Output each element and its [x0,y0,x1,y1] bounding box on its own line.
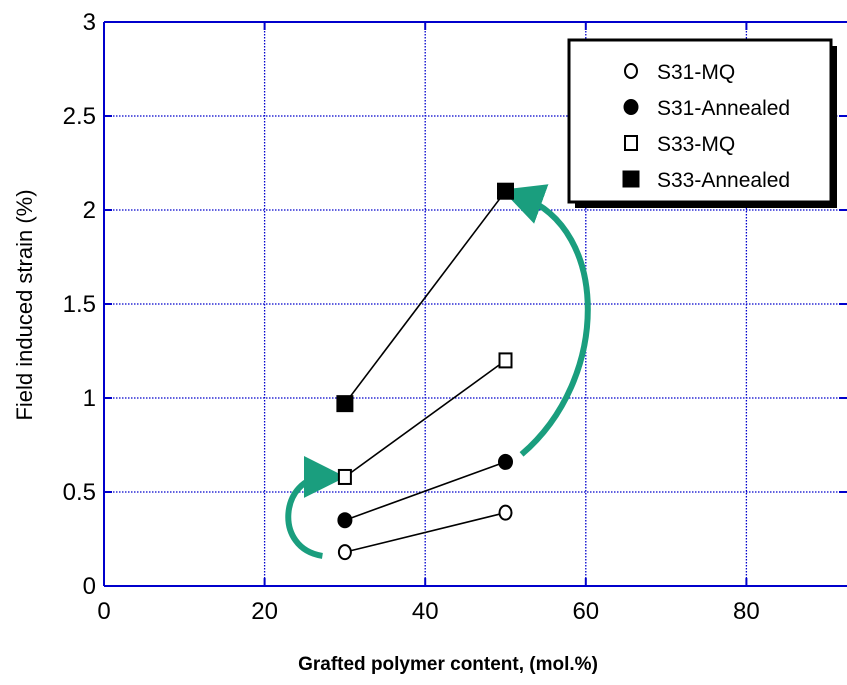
data-point [336,395,354,413]
series-s31-annealed [337,453,513,529]
series-s33-annealed [336,182,514,413]
legend: S31-MQ S31-Annealed S33-MQ S33-Annealed [567,38,837,208]
series-line [344,190,507,405]
y-tick-label: 0.5 [63,479,96,506]
x-tick-label: 20 [251,598,278,625]
data-point [624,135,638,151]
x-tick-label: 0 [97,598,110,625]
legend-label: S31-MQ [657,61,735,84]
legend-label: S33-MQ [657,133,735,156]
series-line [344,511,506,553]
data-point [497,182,514,200]
x-tick-label: 80 [733,598,760,625]
legend-box [567,38,833,204]
y-tick-label: 2.5 [63,103,96,130]
x-tick-label: 60 [572,598,599,625]
data-point [622,170,640,188]
legend-label: S33-Annealed [657,169,790,192]
y-tick-label: 0 [83,573,96,600]
y-tick-label: 1 [83,385,96,412]
series [336,182,514,561]
data-point [623,99,639,115]
data-point [337,544,352,561]
arrows [285,184,591,559]
y-tick-label: 2 [83,197,96,224]
data-point [337,468,352,485]
y-tick-label: 3 [83,9,96,36]
series-s31-mq [337,504,513,561]
series-line [344,359,506,478]
tick-labels: 00.511.522.5302040608010 [63,9,760,625]
series-line [344,461,506,521]
y-tick-label: 1.5 [63,291,96,318]
arrow-mq-to-annealed [285,455,346,559]
arrow-annealed-to-mq [501,184,591,457]
x-tick-label: 40 [412,598,439,625]
legend-label: S31-Annealed [657,97,790,120]
y-axis-label: Field induced strain (%) [12,189,37,420]
series-s33-mq [337,352,513,485]
data-point [624,63,638,79]
data-point [498,352,513,369]
axes [103,21,847,587]
data-point [498,504,513,521]
x-axis-label: Grafted polymer content, (mol.%) [298,654,598,675]
data-point [498,453,513,470]
data-point [337,512,353,529]
